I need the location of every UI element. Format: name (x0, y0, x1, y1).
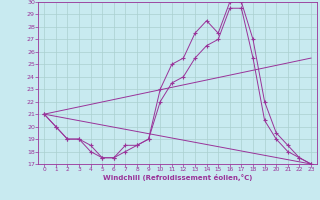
X-axis label: Windchill (Refroidissement éolien,°C): Windchill (Refroidissement éolien,°C) (103, 174, 252, 181)
